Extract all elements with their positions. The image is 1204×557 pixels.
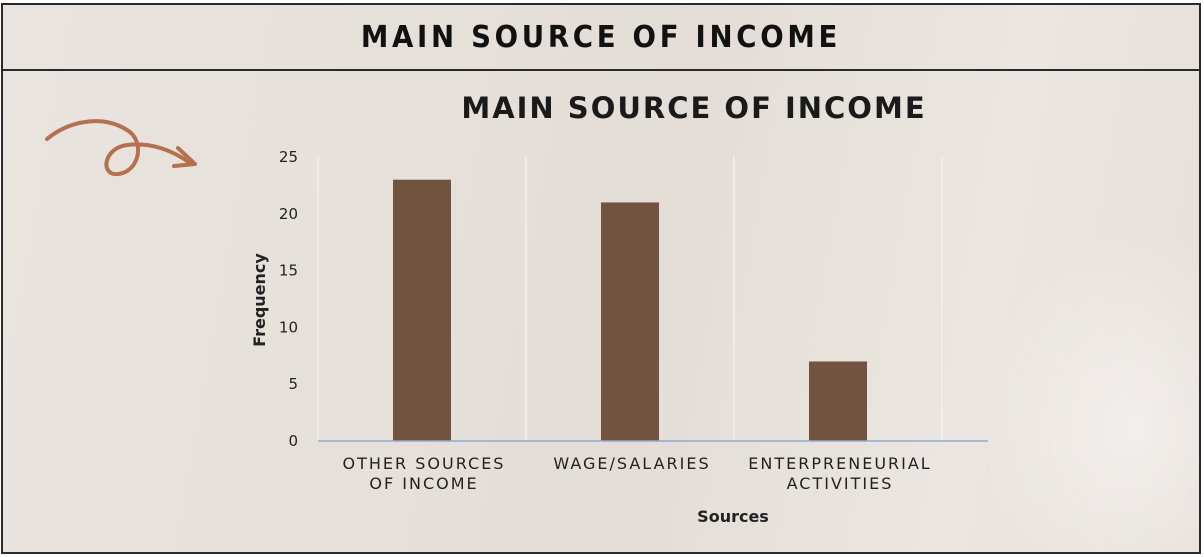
slide-frame: MAIN SOURCE OF INCOME	[1, 3, 1201, 554]
y-tick-label: 15	[279, 262, 298, 280]
curly-arrow-icon	[45, 119, 197, 177]
grid-layer	[317, 157, 943, 441]
bar	[809, 361, 867, 441]
y-tick-label: 0	[288, 432, 298, 450]
bars-layer	[393, 179, 867, 441]
y-tick-labels: 0 5 10 15 20 25	[279, 148, 298, 450]
header-band: MAIN SOURCE OF INCOME	[3, 5, 1199, 71]
x-axis-label: Sources	[697, 507, 769, 526]
x-category-label: ACTIVITIES	[787, 474, 894, 493]
page-title: MAIN SOURCE OF INCOME	[360, 19, 842, 55]
y-tick-label: 20	[279, 205, 298, 223]
bar	[601, 202, 659, 441]
chart-title: MAIN SOURCE OF INCOME	[461, 91, 926, 125]
x-category-label: ENTERPRENEURIAL	[748, 454, 931, 473]
x-category-label: WAGE/SALARIES	[553, 454, 710, 473]
bar	[393, 179, 451, 441]
x-category-label: OF INCOME	[369, 474, 478, 493]
background-shadow	[979, 225, 1199, 552]
y-tick-label: 10	[279, 318, 298, 336]
x-category-label: OTHER SOURCES	[343, 454, 506, 473]
y-tick-label: 5	[288, 375, 298, 393]
y-tick-label: 25	[279, 148, 298, 166]
y-axis-label: Frequency	[250, 253, 269, 347]
